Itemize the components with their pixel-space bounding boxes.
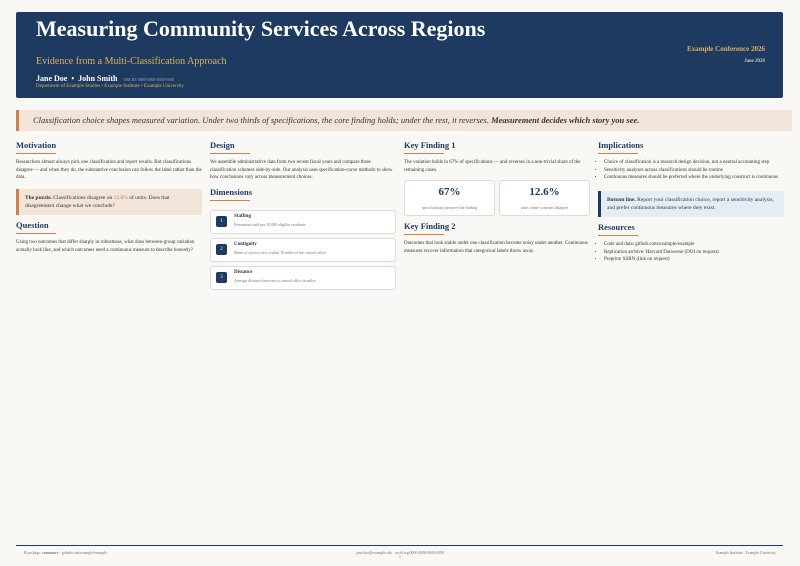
author: John Smith bbox=[78, 74, 118, 83]
paragraph: Outcomes that look stable under one clas… bbox=[404, 241, 588, 254]
column: Key Finding 1 The variation holds in 67%… bbox=[404, 140, 590, 255]
bullet: Code and data: github.com/example/exampl… bbox=[604, 241, 784, 249]
title: Measuring Community Services Across Regi… bbox=[36, 16, 486, 41]
rule bbox=[598, 153, 638, 154]
stat-label: units where schemes disagree bbox=[520, 205, 569, 210]
heading: Design bbox=[210, 140, 235, 150]
dimension-card: 3 Distance Average distance between to cen… bbox=[210, 265, 396, 290]
bullet-list: Choice of classification is a research d… bbox=[598, 159, 784, 182]
rule bbox=[16, 233, 56, 234]
banner: Classification choice shapes measured va… bbox=[16, 110, 792, 131]
dimension-name: Staffing bbox=[234, 213, 251, 219]
rule bbox=[210, 153, 250, 154]
bullet: Choice of classification is a research d… bbox=[604, 159, 784, 167]
dimension-number: 3 bbox=[216, 271, 227, 283]
puzzle-text: Classifications disagree on bbox=[53, 194, 113, 201]
bullet: Preprint: SSRN (link on request) bbox=[604, 256, 784, 264]
subtitle: Evidence from a Multi-Classification App… bbox=[36, 56, 227, 67]
footer-center: jane.doe@example.edu · orcid.org/0000-00… bbox=[300, 551, 500, 559]
header: Measuring Community Services Across Regi… bbox=[16, 12, 783, 98]
paragraph: Using two outcomes that differ sharply i… bbox=[16, 240, 195, 253]
bullet: Replication archive: Harvard Dataverse (… bbox=[604, 249, 784, 257]
bottom-label: Bottom line. bbox=[607, 196, 636, 203]
stat-box: 12.6% units where schemes disagree bbox=[499, 180, 590, 216]
heading: Resources bbox=[598, 222, 635, 232]
puzzle-label: The puzzle. bbox=[25, 194, 52, 201]
stat-box: 67% specifications preserve the finding bbox=[404, 180, 495, 216]
footer-text: R package: bbox=[24, 551, 41, 555]
heading: Key Finding 2 bbox=[404, 221, 456, 231]
stat-label: specifications preserve the finding bbox=[422, 205, 477, 210]
bullet: Sensitivity analyses across classificati… bbox=[604, 167, 784, 175]
footer-package: commserv bbox=[41, 551, 59, 555]
paragraph: Researchers almost always pick one class… bbox=[16, 160, 202, 180]
affiliation: Department of Example Studies • Example … bbox=[36, 84, 185, 89]
heading: Question bbox=[16, 220, 49, 230]
heading: Implications bbox=[598, 140, 644, 150]
dimension-description: Share of service sites within 10 miles o… bbox=[234, 249, 327, 255]
banner-emphasis: Measurement decides which story you see. bbox=[491, 115, 640, 125]
puzzle-highlight: 12.6% bbox=[113, 194, 128, 201]
authors: Jane Doe • John Smith ORCID: 0000-0000-0… bbox=[36, 74, 175, 83]
heading: Motivation bbox=[16, 140, 57, 150]
column: Motivation Researchers almost always pic… bbox=[16, 140, 202, 254]
banner-text: Classification choice shapes measured va… bbox=[33, 115, 489, 125]
dimension-number: 2 bbox=[216, 243, 227, 255]
stat-value: 12.6% bbox=[529, 186, 560, 198]
paragraph: The variation holds in 67% of specificat… bbox=[404, 160, 581, 173]
bullet: Continuous measures should be preferred … bbox=[604, 174, 784, 182]
rule bbox=[404, 153, 444, 154]
dimension-description: Permanent staff per 10 000 eligible resi… bbox=[234, 221, 306, 227]
dimension-name: Contiguity bbox=[234, 241, 257, 247]
dimension-number: 1 bbox=[216, 215, 227, 227]
conference: Example Conference 2026 bbox=[686, 45, 765, 53]
dimension-list: 1 Staffing Permanent staff per 10 000 elig… bbox=[210, 209, 396, 290]
rule bbox=[404, 234, 444, 235]
stat-value: 67% bbox=[438, 186, 461, 198]
footer-rule bbox=[16, 545, 783, 546]
bottom-text: Report your classification choice, repor… bbox=[607, 196, 774, 211]
heading: Dimensions bbox=[210, 186, 253, 197]
column: Design We assemble administrative data f… bbox=[210, 140, 396, 294]
footer-contact: jane.doe@example.edu · orcid.org/0000-00… bbox=[356, 551, 444, 555]
date: June 2026 bbox=[744, 59, 765, 64]
rule bbox=[598, 235, 638, 236]
bottom-line-box: Bottom line. Report your classification … bbox=[598, 190, 784, 217]
puzzle-text: of units. Does that disagreement change … bbox=[25, 194, 170, 209]
stats: 67% specifications preserve the finding 12… bbox=[404, 180, 590, 216]
column: Implications Choice of classification is… bbox=[598, 140, 784, 264]
footer-right: Example Institute · Example University bbox=[715, 551, 776, 555]
page-number: 1 bbox=[399, 555, 401, 559]
dimension-name: Distance bbox=[234, 269, 253, 275]
rule bbox=[16, 153, 56, 154]
dimension-card: 2 Contiguity Share of service sites within… bbox=[210, 237, 396, 262]
bullet-list: Code and data: github.com/example/exampl… bbox=[598, 241, 784, 264]
puzzle-box: The puzzle. Classifications disagree on … bbox=[16, 188, 202, 215]
author: Jane Doe bbox=[36, 74, 68, 83]
dimension-description: Average distance between to central offi… bbox=[234, 277, 316, 283]
heading: Key Finding 1 bbox=[404, 140, 456, 150]
orcid: ORCID: 0000-0000-0000-0000 bbox=[123, 77, 175, 82]
rule bbox=[210, 199, 250, 201]
footer-left: R package: commserv · github.com/example… bbox=[24, 551, 107, 555]
footer-text: · github.com/example/example bbox=[59, 551, 107, 555]
paragraph: We assemble administrative data from two… bbox=[210, 160, 393, 180]
dimension-card: 1 Staffing Permanent staff per 10 000 elig… bbox=[210, 209, 396, 234]
